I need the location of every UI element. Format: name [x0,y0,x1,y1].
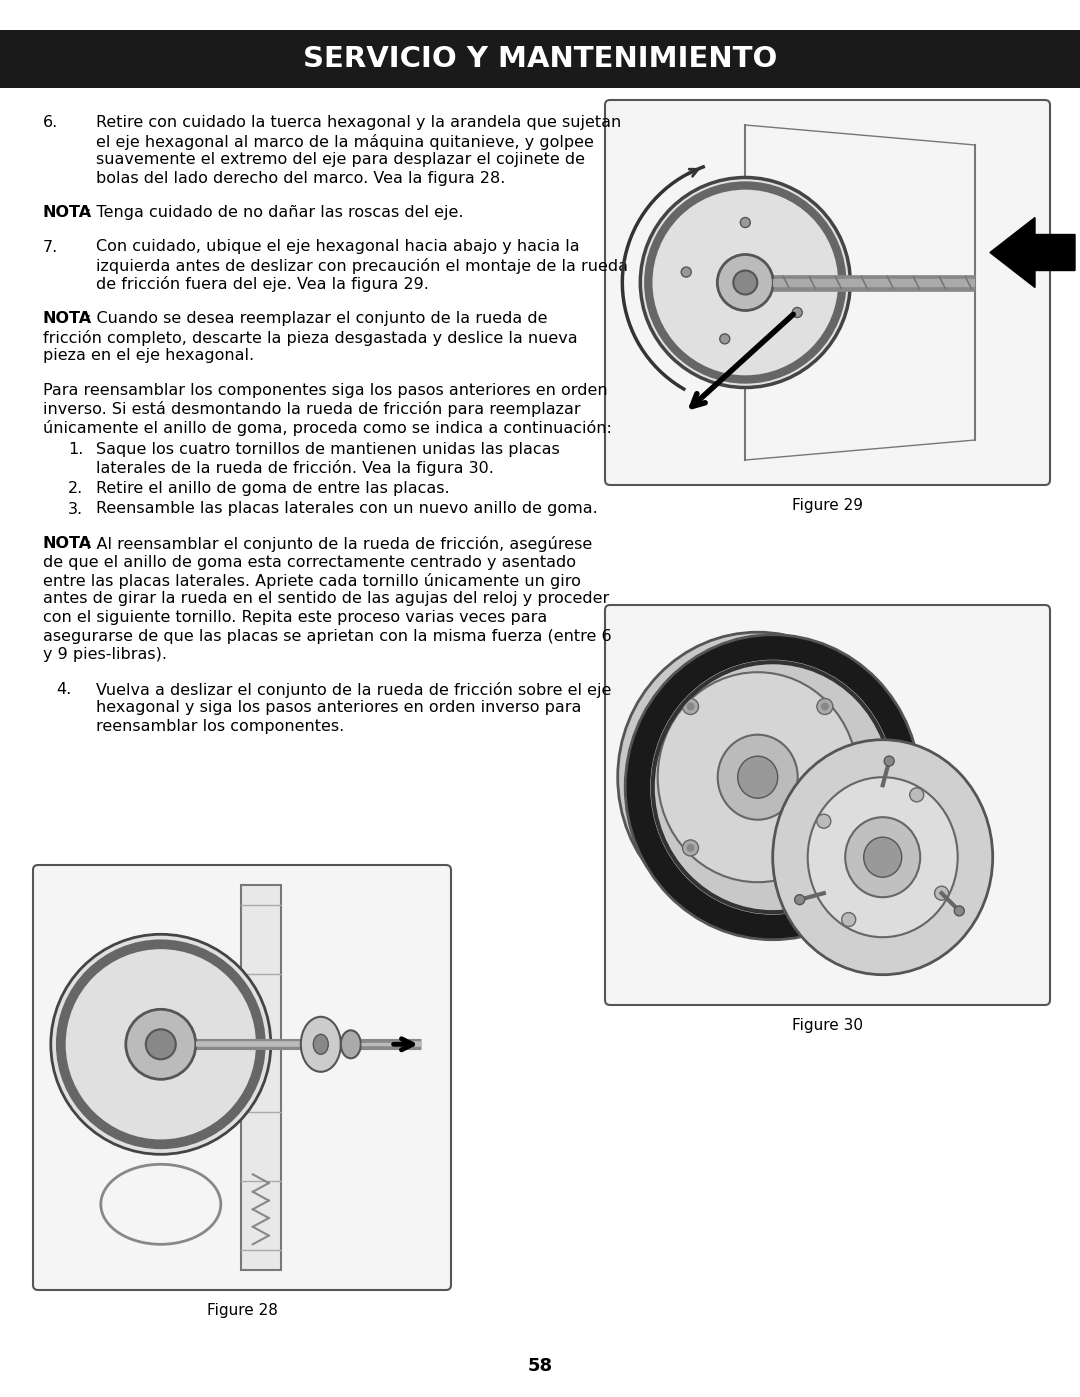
Text: NOTA: NOTA [43,312,92,326]
Text: inverso. Si está desmontando la rueda de fricción para reemplazar: inverso. Si está desmontando la rueda de… [43,401,581,416]
Circle shape [909,788,923,802]
Circle shape [146,1030,176,1059]
Text: izquierda antes de deslizar con precaución el montaje de la rueda: izquierda antes de deslizar con precauci… [96,258,627,274]
Text: reensamblar los componentes.: reensamblar los componentes. [96,718,345,733]
Text: Reensamble las placas laterales con un nuevo anillo de goma.: Reensamble las placas laterales con un n… [96,502,597,517]
Text: suavemente el extremo del eje para desplazar el cojinete de: suavemente el extremo del eje para despl… [96,152,585,168]
Text: el eje hexagonal al marco de la máquina quitanieve, y golpee: el eje hexagonal al marco de la máquina … [96,134,594,149]
Text: 58: 58 [527,1356,553,1375]
Text: entre las placas laterales. Apriete cada tornillo únicamente un giro: entre las placas laterales. Apriete cada… [43,573,581,590]
Circle shape [687,844,694,852]
Text: asegurarse de que las placas se aprietan con la misma fuerza (entre 6: asegurarse de que las placas se aprietan… [43,629,611,644]
Polygon shape [990,218,1075,288]
Text: Con cuidado, ubique el eje hexagonal hacia abajo y hacia la: Con cuidado, ubique el eje hexagonal hac… [96,239,580,254]
Text: bolas del lado derecho del marco. Vea la figura 28.: bolas del lado derecho del marco. Vea la… [96,170,505,186]
Ellipse shape [341,1031,361,1059]
Ellipse shape [313,1034,328,1055]
Bar [0,29,1080,88]
Ellipse shape [772,739,993,975]
Text: y 9 pies-libras).: y 9 pies-libras). [43,647,167,662]
Circle shape [934,886,948,900]
Circle shape [816,840,833,856]
FancyBboxPatch shape [33,865,451,1289]
Circle shape [125,1009,195,1080]
Text: SERVICIO Y MANTENIMIENTO: SERVICIO Y MANTENIMIENTO [302,45,778,73]
Text: con el siguiente tornillo. Repita este proceso varias veces para: con el siguiente tornillo. Repita este p… [43,610,548,624]
Text: : Tenga cuidado de no dañar las roscas del eje.: : Tenga cuidado de no dañar las roscas d… [86,205,463,219]
Circle shape [821,844,828,852]
Text: antes de girar la rueda en el sentido de las agujas del reloj y proceder: antes de girar la rueda en el sentido de… [43,591,609,606]
Text: pieza en el eje hexagonal.: pieza en el eje hexagonal. [43,348,254,363]
Ellipse shape [808,777,958,937]
Ellipse shape [301,1017,341,1071]
Text: Retire con cuidado la tuerca hexagonal y la arandela que sujetan: Retire con cuidado la tuerca hexagonal y… [96,115,621,130]
Text: fricción completo, descarte la pieza desgastada y deslice la nueva: fricción completo, descarte la pieza des… [43,330,578,345]
Text: de que el anillo de goma esta correctamente centrado y asentado: de que el anillo de goma esta correctame… [43,555,576,570]
Text: : Cuando se desea reemplazar el conjunto de la rueda de: : Cuando se desea reemplazar el conjunto… [86,312,548,326]
Circle shape [640,177,850,387]
Circle shape [793,307,802,317]
Circle shape [816,814,831,828]
Text: Saque los cuatro tornillos de mantienen unidas las placas: Saque los cuatro tornillos de mantienen … [96,441,559,457]
Circle shape [821,703,828,711]
Text: Para reensamblar los componentes siga los pasos anteriores en orden: Para reensamblar los componentes siga lo… [43,383,608,398]
Circle shape [717,254,773,310]
Ellipse shape [718,735,798,820]
Circle shape [885,756,894,766]
Circle shape [719,334,730,344]
Circle shape [795,894,805,905]
Circle shape [816,698,833,714]
Circle shape [955,905,964,916]
Circle shape [51,935,271,1154]
Ellipse shape [738,756,778,798]
Text: Figure 30: Figure 30 [792,1018,863,1032]
Ellipse shape [618,633,897,922]
Circle shape [683,840,699,856]
Text: de fricción fuera del eje. Vea la figura 29.: de fricción fuera del eje. Vea la figura… [96,277,429,292]
Text: 2.: 2. [68,481,83,496]
Text: NOTA: NOTA [43,536,92,550]
Ellipse shape [846,817,920,897]
Ellipse shape [864,837,902,877]
Circle shape [683,698,699,714]
Text: 1.: 1. [68,441,83,457]
Text: únicamente el anillo de goma, proceda como se indica a continuación:: únicamente el anillo de goma, proceda co… [43,419,612,436]
FancyBboxPatch shape [605,101,1050,485]
Bar [241,886,281,1270]
Text: Vuelva a deslizar el conjunto de la rueda de fricción sobre el eje: Vuelva a deslizar el conjunto de la rued… [96,682,611,697]
Text: Retire el anillo de goma de entre las placas.: Retire el anillo de goma de entre las pl… [96,481,449,496]
FancyBboxPatch shape [605,605,1050,1004]
Circle shape [687,703,694,711]
Circle shape [681,267,691,277]
Circle shape [733,271,757,295]
Text: 7.: 7. [43,239,58,254]
Text: : Al reensamblar el conjunto de la rueda de fricción, asegúrese: : Al reensamblar el conjunto de la rueda… [86,536,592,552]
Text: Figure 28: Figure 28 [206,1303,278,1317]
Text: Figure 29: Figure 29 [792,497,863,513]
Text: 6.: 6. [43,115,58,130]
Circle shape [841,912,855,926]
Text: 4.: 4. [56,682,71,697]
Ellipse shape [658,672,858,882]
Text: 3.: 3. [68,502,83,517]
Circle shape [740,218,751,228]
Text: laterales de la rueda de fricción. Vea la figura 30.: laterales de la rueda de fricción. Vea l… [96,461,494,476]
Text: NOTA: NOTA [43,205,92,219]
Text: hexagonal y siga los pasos anteriores en orden inverso para: hexagonal y siga los pasos anteriores en… [96,700,581,715]
